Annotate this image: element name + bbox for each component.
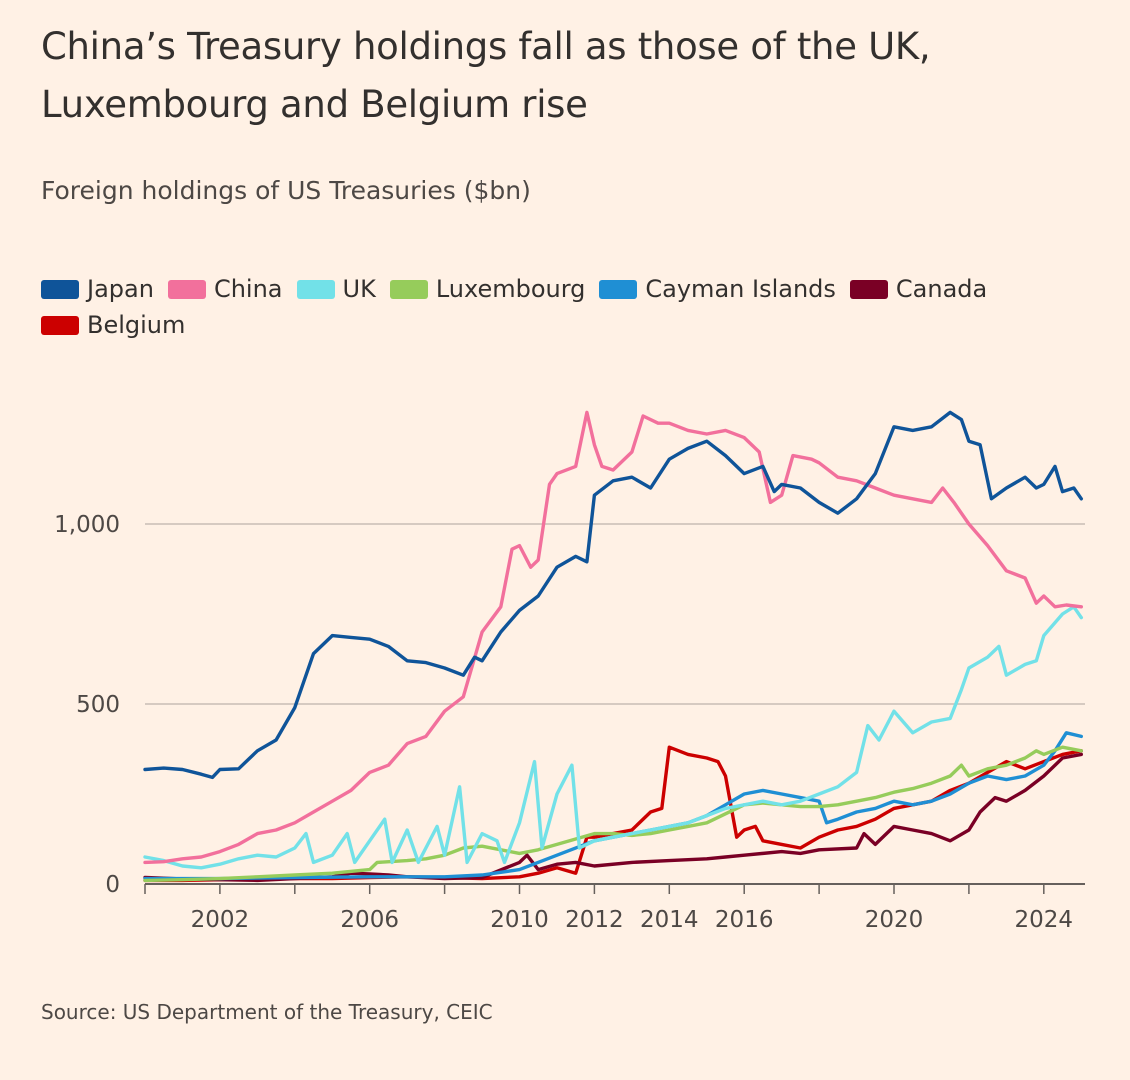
legend-label: Luxembourg — [435, 275, 586, 303]
series-line-uk — [143, 605, 1083, 870]
series-line-luxembourg — [143, 745, 1083, 883]
y-tick-label: 1,000 — [54, 512, 120, 538]
legend-swatch — [599, 279, 638, 299]
legend-swatch — [389, 279, 428, 299]
y-tick-label: 0 — [105, 872, 120, 898]
legend-label: UK — [342, 275, 376, 303]
x-tick-label: 2014 — [640, 907, 699, 933]
x-tick-label: 2002 — [191, 907, 250, 933]
series-line-japan — [143, 410, 1083, 780]
legend-label: Japan — [87, 275, 154, 303]
source-note: Source: US Department of the Treasury, C… — [41, 1000, 493, 1024]
legend: Japan China UK Luxembourg Cayman Islands… — [41, 274, 1101, 340]
x-tick-label: 2006 — [340, 907, 399, 933]
series-line-canada — [143, 752, 1083, 883]
legend-swatch — [296, 279, 335, 299]
legend-item-canada: Canada — [849, 274, 988, 304]
legend-swatch — [849, 279, 888, 299]
series-line-cayman-islands — [143, 731, 1083, 881]
x-tick-label: 2020 — [865, 907, 924, 933]
legend-swatch — [41, 279, 79, 299]
legend-label: Cayman Islands — [645, 275, 836, 303]
legend-label: Canada — [895, 275, 988, 303]
legend-item-japan: Japan — [41, 274, 154, 304]
series-layer — [143, 410, 1083, 883]
x-tick-label: 2010 — [490, 907, 549, 933]
legend-item-cayman-islands: Cayman Islands — [599, 274, 836, 304]
chart-subtitle: Foreign holdings of US Treasuries ($bn) — [41, 176, 531, 205]
x-tick-label: 2024 — [1015, 907, 1074, 933]
x-tick-label: 2016 — [715, 907, 774, 933]
legend-item-china: China — [167, 274, 283, 304]
series-line-china — [143, 410, 1083, 865]
x-tick-label: 2012 — [565, 907, 624, 933]
legend-label: China — [213, 275, 283, 303]
y-tick-label: 500 — [76, 692, 120, 718]
grid-layer — [145, 523, 1085, 705]
series-line-belgium — [143, 745, 1083, 883]
legend-item-luxembourg: Luxembourg — [389, 274, 586, 304]
axis-layer: 0 500 1,000 2002 2006 2010 2012 2014 2016 2020 202… — [54, 512, 1085, 933]
legend-swatch — [167, 279, 206, 299]
legend-item-uk: UK — [296, 274, 376, 304]
legend-label: Belgium — [87, 311, 186, 339]
legend-item-belgium: Belgium — [41, 310, 185, 340]
legend-swatch — [41, 315, 79, 335]
chart-title: China’s Treasury holdings fall as those … — [41, 25, 931, 126]
line-chart: 0 500 1,000 2002 2006 2010 2012 2014 2016 2020 202… — [54, 410, 1085, 933]
